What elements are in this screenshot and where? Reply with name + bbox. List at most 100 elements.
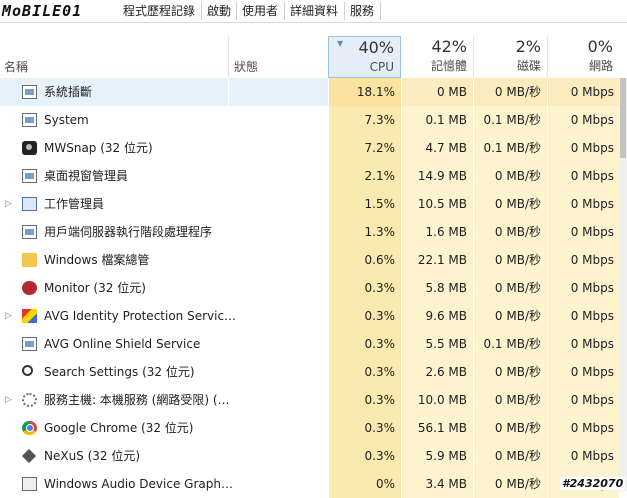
logo-text: MoBILE01: [2, 2, 83, 20]
tab-startup[interactable]: 啟動: [207, 4, 232, 18]
cpu-value: 0.3%: [328, 358, 401, 386]
window-icon: [22, 225, 37, 239]
process-row[interactable]: ▷ AVG Identity Protection Servic… 0.3% 9.6 …: [0, 302, 627, 330]
camera-icon: [22, 141, 37, 155]
process-row[interactable]: 系統插斷 18.1% 0 MB 0 MB/秒 0 Mbps: [0, 78, 627, 106]
cpu-value: 1.3%: [328, 218, 401, 246]
disk-total: 2%: [515, 37, 541, 56]
process-row[interactable]: ▷ 服務主機: 本機服務 (網路受限) (… 0.3% 10.0 MB 0 MB/秒 0 …: [0, 386, 627, 414]
memory-value: 5.8 MB: [401, 274, 473, 302]
process-row[interactable]: MWSnap (32 位元) 7.2% 4.7 MB 0.1 MB/秒 0 Mbps: [0, 134, 627, 162]
network-value: 0 Mbps: [547, 78, 619, 106]
cpu-value: 0%: [328, 470, 401, 498]
name-cell: 用戶端伺服器執行階段處理程序: [0, 218, 328, 246]
disk-value: 0 MB/秒: [473, 246, 547, 274]
name-cell: AVG Online Shield Service: [0, 330, 328, 358]
process-row[interactable]: Google Chrome (32 位元) 0.3% 56.1 MB 0 MB/秒 0 …: [0, 414, 627, 442]
process-row[interactable]: Windows 檔案總管 0.6% 22.1 MB 0 MB/秒 0 Mbps: [0, 246, 627, 274]
disk-label: 磁碟: [516, 59, 541, 73]
memory-value: 4.7 MB: [401, 134, 473, 162]
memory-value: 22.1 MB: [401, 246, 473, 274]
name-cell: Google Chrome (32 位元): [0, 414, 328, 442]
network-value: 0 Mbps: [547, 358, 619, 386]
name-cell: Monitor (32 位元): [0, 274, 328, 302]
name-cell: Windows 檔案總管: [0, 246, 328, 274]
status-cell: [228, 414, 328, 442]
status-cell: [228, 162, 328, 190]
disk-value: 0 MB/秒: [473, 274, 547, 302]
tab-services[interactable]: 服務: [350, 4, 375, 18]
process-row[interactable]: 用戶端伺服器執行階段處理程序 1.3% 1.6 MB 0 MB/秒 0 Mbps: [0, 218, 627, 246]
cpu-total: 40%: [358, 38, 394, 57]
network-value: 0 Mbps: [547, 302, 619, 330]
diamond-icon: [21, 448, 37, 464]
speaker-icon: [22, 477, 37, 491]
process-name: Windows Audio Device Graph…: [44, 477, 233, 491]
disk-value: 0 MB/秒: [473, 414, 547, 442]
cpu-value: 0.3%: [328, 274, 401, 302]
status-cell: [228, 386, 328, 414]
memory-value: 1.6 MB: [401, 218, 473, 246]
process-name: System: [44, 113, 89, 127]
process-row[interactable]: ▷ 工作管理員 1.5% 10.5 MB 0 MB/秒 0 Mbps: [0, 190, 627, 218]
network-value: 0 Mbps: [547, 134, 619, 162]
window-icon: [22, 337, 37, 351]
cpu-value: 1.5%: [328, 190, 401, 218]
avg-icon: [22, 309, 37, 323]
disk-value: 0 MB/秒: [473, 302, 547, 330]
process-name: NeXuS (32 位元): [44, 449, 141, 463]
cpu-value: 18.1%: [328, 78, 401, 106]
process-row[interactable]: NeXuS (32 位元) 0.3% 5.9 MB 0 MB/秒 0 Mbps: [0, 442, 627, 470]
tab-app-history[interactable]: 程式歷程記錄: [123, 4, 196, 18]
search-icon: [22, 365, 33, 376]
column-name[interactable]: 名稱: [4, 60, 29, 74]
cpu-value: 7.3%: [328, 106, 401, 134]
cpu-value: 0.3%: [328, 330, 401, 358]
expand-chevron-icon[interactable]: ▷: [5, 311, 12, 321]
process-row[interactable]: Monitor (32 位元) 0.3% 5.8 MB 0 MB/秒 0 Mbps: [0, 274, 627, 302]
memory-value: 3.4 MB: [401, 470, 473, 498]
status-cell: [228, 274, 328, 302]
expand-chevron-icon[interactable]: ▷: [5, 199, 12, 209]
process-name: 桌面視窗管理員: [44, 169, 129, 183]
cpu-value: 2.1%: [328, 162, 401, 190]
process-name: 工作管理員: [44, 197, 105, 211]
cpu-value: 0.3%: [328, 414, 401, 442]
vertical-scrollbar[interactable]: [619, 78, 627, 491]
memory-value: 0 MB: [401, 78, 473, 106]
watermark: #2432070: [560, 477, 626, 490]
process-row[interactable]: 桌面視窗管理員 2.1% 14.9 MB 0 MB/秒 0 Mbps: [0, 162, 627, 190]
name-cell: ▷ AVG Identity Protection Servic…: [0, 302, 328, 330]
process-row[interactable]: Search Settings (32 位元) 0.3% 2.6 MB 0 MB/秒 0…: [0, 358, 627, 386]
memory-label: 記憶體: [430, 59, 467, 73]
status-cell: [228, 470, 328, 498]
sort-down-icon: ▼: [337, 39, 344, 48]
process-name: 服務主機: 本機服務 (網路受限) (…: [44, 393, 230, 407]
process-row[interactable]: Windows Audio Device Graph… 0% 3.4 MB 0 MB/…: [0, 470, 627, 498]
network-value: 0 Mbps: [547, 190, 619, 218]
network-value: 0 Mbps: [547, 386, 619, 414]
tab-users[interactable]: 使用者: [242, 4, 279, 18]
memory-value: 5.5 MB: [401, 330, 473, 358]
column-disk[interactable]: 2% 磁碟: [473, 36, 547, 78]
expand-chevron-icon[interactable]: ▷: [5, 395, 12, 405]
process-row[interactable]: System 7.3% 0.1 MB 0.1 MB/秒 0 Mbps: [0, 106, 627, 134]
tab-strip: MoBILE01 程式歷程記錄 啟動 使用者 詳細資料 服務: [0, 0, 627, 23]
status-cell: [228, 330, 328, 358]
status-cell: [228, 442, 328, 470]
network-value: 0 Mbps: [547, 274, 619, 302]
process-row[interactable]: AVG Online Shield Service 0.3% 5.5 MB 0.1 M…: [0, 330, 627, 358]
column-memory[interactable]: 42% 記憶體: [401, 36, 473, 78]
cpu-value: 0.3%: [328, 302, 401, 330]
cpu-value: 0.6%: [328, 246, 401, 274]
process-name: Google Chrome (32 位元): [44, 421, 194, 435]
tab-details[interactable]: 詳細資料: [290, 4, 339, 18]
column-network[interactable]: 0% 網路: [547, 36, 619, 78]
disk-value: 0.1 MB/秒: [473, 134, 547, 162]
column-cpu[interactable]: ▼ 40% CPU: [328, 36, 401, 78]
disk-value: 0 MB/秒: [473, 442, 547, 470]
scrollbar-thumb[interactable]: [620, 78, 626, 158]
column-status[interactable]: 狀態: [234, 60, 259, 74]
process-name: AVG Online Shield Service: [44, 337, 201, 351]
status-cell: [228, 134, 328, 162]
